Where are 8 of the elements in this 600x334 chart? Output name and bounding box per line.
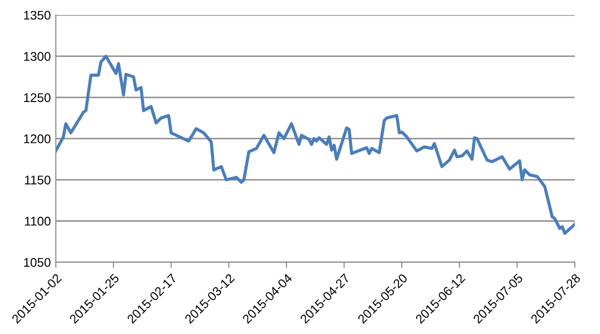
y-tick-label: 1250 <box>24 93 50 102</box>
line-series <box>56 54 575 235</box>
y-tick-label: 1100 <box>25 216 50 226</box>
y-tick-label: 1200 <box>24 134 50 144</box>
y-tick-label: 1350 <box>24 10 50 20</box>
y-tick-label: 1150 <box>25 176 50 184</box>
y-tick-label: 1300 <box>24 52 50 61</box>
y-tick-label: 1050 <box>24 258 50 267</box>
